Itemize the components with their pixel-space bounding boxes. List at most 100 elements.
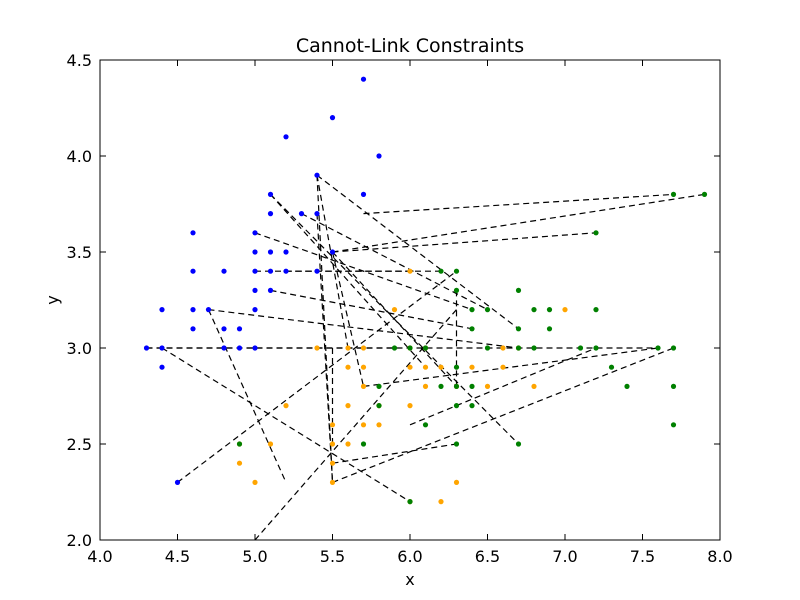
y-axis: 2.0 2.5 3.0 3.5 4.0 4.5 [67, 51, 720, 550]
data-point [407, 345, 413, 351]
constraint-lines [146, 174, 705, 541]
data-point [267, 287, 274, 293]
data-point [221, 326, 227, 332]
data-point [407, 268, 413, 274]
data-point [531, 383, 537, 389]
data-point [438, 268, 444, 274]
data-point [143, 345, 150, 351]
data-point [376, 422, 382, 428]
data-point [438, 383, 444, 389]
x-tick-label: 5.0 [242, 547, 267, 566]
data-point [515, 326, 522, 332]
cannot-link-line [363, 193, 674, 215]
data-point [298, 211, 305, 217]
data-point [593, 230, 599, 236]
data-point [190, 268, 196, 274]
data-point [422, 364, 429, 370]
data-point [252, 287, 258, 293]
y-tick-label: 3.5 [67, 243, 92, 262]
data-point [360, 383, 367, 389]
data-point [360, 345, 367, 351]
data-point [438, 499, 444, 505]
y-axis-label: y [43, 295, 62, 304]
data-point [453, 403, 460, 409]
y-tick-label: 2.5 [67, 435, 92, 454]
data-point [314, 172, 320, 178]
data-point [438, 364, 444, 370]
data-point [376, 153, 382, 159]
cannot-link-line [316, 213, 334, 483]
data-point [562, 307, 568, 313]
cannot-link-line [254, 232, 473, 311]
data-point [655, 345, 661, 351]
data-point [360, 364, 367, 370]
data-point [174, 479, 181, 485]
cannot-link-line [207, 309, 287, 483]
data-point [267, 249, 274, 255]
data-point [453, 287, 460, 293]
data-point [453, 441, 460, 447]
data-point [159, 345, 165, 351]
x-tick-label: 8.0 [707, 547, 732, 566]
data-point [391, 345, 398, 351]
data-point [484, 307, 491, 313]
x-axis-label: x [405, 570, 414, 589]
data-point [329, 479, 336, 485]
data-point [360, 441, 367, 447]
data-point [329, 249, 336, 255]
data-point [453, 268, 460, 274]
x-axis: 4.0 4.5 5.0 5.5 6.0 6.5 7.0 7.5 8.0 [87, 60, 733, 566]
data-point [624, 383, 630, 389]
data-point [345, 345, 351, 351]
y-tick-label: 3.0 [67, 339, 92, 358]
data-point [267, 441, 274, 447]
data-point [376, 383, 382, 389]
cannot-link-line [332, 193, 705, 253]
data-point [236, 460, 243, 466]
data-point [546, 307, 553, 313]
x-tick-label: 6.0 [397, 547, 422, 566]
data-point [314, 211, 320, 217]
data-point [453, 383, 460, 389]
data-point [469, 364, 475, 370]
data-point [608, 364, 615, 370]
data-points [143, 76, 708, 505]
data-point [360, 422, 367, 428]
data-point [407, 499, 413, 505]
data-point [345, 441, 351, 447]
data-point [190, 307, 196, 313]
data-point [469, 307, 475, 313]
data-point [205, 307, 212, 313]
data-point [283, 268, 289, 274]
data-point [236, 326, 243, 332]
cannot-link-line [332, 347, 674, 483]
data-point [283, 403, 289, 409]
data-point [500, 345, 506, 351]
data-point [515, 345, 522, 351]
data-point [314, 345, 320, 351]
x-tick-label: 7.5 [630, 547, 655, 566]
chart-title: Cannot-Link Constraints [296, 35, 524, 57]
x-tick-label: 5.5 [320, 547, 345, 566]
data-point [593, 307, 599, 313]
data-point [283, 134, 289, 140]
data-point [190, 230, 196, 236]
data-point [236, 345, 243, 351]
data-point [670, 345, 677, 351]
data-point [407, 403, 413, 409]
y-tick-label: 4.5 [67, 51, 92, 70]
data-point [283, 249, 289, 255]
data-point [252, 307, 258, 313]
data-point [515, 441, 522, 447]
data-point [701, 191, 708, 197]
data-point [670, 422, 677, 428]
cannot-link-line [409, 347, 597, 426]
data-point [329, 441, 336, 447]
data-point [577, 345, 584, 351]
data-point [453, 364, 460, 370]
data-point [314, 268, 320, 274]
data-point [531, 345, 537, 351]
cannot-link-line [331, 251, 365, 387]
